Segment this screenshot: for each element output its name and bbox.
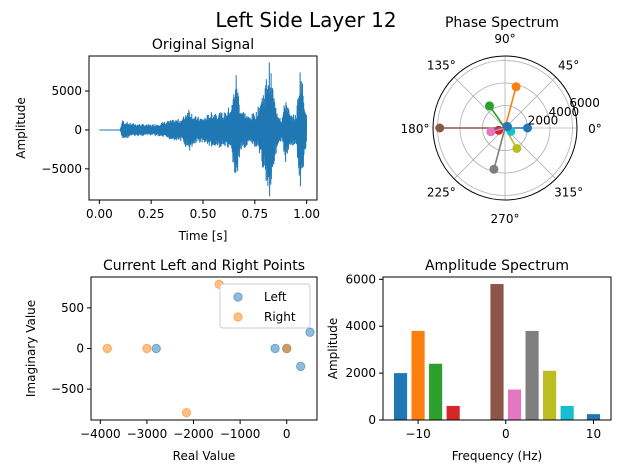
x-axis-label: Time [s]: [178, 229, 228, 243]
y-tick-label: 500: [61, 301, 84, 315]
scatter-point: [142, 343, 152, 354]
legend-label: Right: [264, 310, 296, 324]
y-tick-label: 2000: [345, 366, 376, 380]
original-signal-chart: Original Signal 0.00 0.25 0.50 0.75 1.00 −5000…: [14, 37, 320, 243]
legend-marker: [233, 312, 243, 322]
phase-point: [502, 122, 512, 132]
polar-frame: [432, 55, 578, 201]
angle-tick-label: 45°: [558, 58, 579, 72]
chart-title: Phase Spectrum: [445, 15, 559, 31]
y-tick-label: 4000: [345, 319, 376, 333]
phase-spectrum-chart: Phase Spectrum 0° 45° 90° 135° 180° 225° 270° 31…: [401, 15, 602, 226]
y-tick-label: −500: [51, 382, 84, 396]
left-right-points-chart: Current Left and Right Points−4000 −3000−…: [24, 258, 318, 463]
y-tick-label: 5000: [51, 84, 82, 98]
radial-tick-label: 4000: [549, 105, 580, 119]
angle-tick-label: 0°: [588, 122, 602, 136]
bar: [560, 405, 574, 420]
y-tick-label: −5000: [41, 162, 82, 176]
angular-gridline: [504, 127, 557, 180]
phase-point: [435, 123, 445, 133]
phase-point: [511, 82, 521, 92]
signal-line: [99, 62, 308, 197]
chart-title: Amplitude Spectrum: [425, 258, 569, 274]
y-axis-label: Amplitude: [326, 318, 340, 380]
scatter-point: [282, 343, 292, 354]
phase-point: [485, 101, 495, 111]
x-tick-label: −2000: [173, 427, 214, 441]
figure-title: Left Side Layer 12: [215, 8, 396, 32]
bar: [393, 373, 408, 420]
x-tick-label: 1.00: [293, 207, 320, 221]
legend-label: Left: [264, 290, 287, 304]
x-axis-label: Real Value: [173, 449, 236, 463]
amplitude-spectrum-chart: Amplitude Spectrum −10 0 10 0 2000 4000 6000 Fre…: [326, 258, 612, 463]
bar: [525, 330, 539, 420]
y-tick-label: 0: [368, 413, 376, 427]
bar: [507, 389, 522, 420]
phase-point: [512, 143, 522, 153]
bar: [586, 414, 601, 420]
angle-tick-label: 180°: [401, 122, 430, 136]
angle-tick-label: 90°: [494, 32, 515, 46]
x-tick-label: −3000: [127, 427, 168, 441]
scatter-point: [295, 361, 306, 372]
phase-stem: [504, 86, 517, 129]
x-tick-label: 0.50: [190, 207, 217, 221]
phase-stem: [493, 127, 506, 170]
y-axis-label: Amplitude: [14, 97, 28, 159]
x-tick-label: 0.25: [138, 207, 165, 221]
bar: [543, 370, 557, 420]
radial-tick-label: 6000: [569, 96, 600, 110]
angular-gridline: [504, 76, 557, 129]
x-tick-label: 0: [502, 427, 510, 441]
scatter-point: [270, 343, 280, 354]
x-tick-label: −4000: [80, 427, 121, 441]
phase-point: [486, 127, 496, 137]
angular-gridline: [453, 76, 506, 129]
scatter-point: [181, 407, 192, 418]
bar: [429, 363, 443, 420]
bar: [490, 284, 504, 420]
x-tick-label: 0: [283, 427, 291, 441]
y-tick-label: 0: [76, 342, 84, 356]
bar: [411, 330, 425, 420]
x-tick-label: 10: [586, 427, 601, 441]
chart-title: Current Left and Right Points: [103, 258, 305, 274]
y-tick-label: 6000: [345, 272, 376, 286]
x-tick-label: −1000: [220, 427, 261, 441]
scatter-point: [102, 343, 113, 354]
angle-tick-label: 270°: [491, 212, 520, 226]
angle-tick-label: 315°: [554, 186, 583, 200]
scatter-point: [305, 327, 315, 337]
angular-gridline: [453, 127, 506, 180]
chart-title: Original Signal: [152, 37, 254, 53]
x-tick-label: 0.00: [86, 207, 113, 221]
y-axis-label: Imaginary Value: [24, 300, 38, 397]
x-tick-label: −10: [405, 427, 430, 441]
x-axis-label: Frequency (Hz): [452, 449, 543, 463]
legend-marker: [233, 292, 243, 302]
radial-tick-label: 2000: [528, 113, 559, 127]
phase-point: [523, 123, 532, 133]
plot-frame: [382, 276, 612, 421]
angle-tick-label: 135°: [427, 58, 456, 72]
scatter-point: [151, 343, 161, 354]
x-tick-label: 0.75: [241, 207, 268, 221]
bar: [446, 405, 460, 420]
y-tick-label: 0: [74, 123, 82, 137]
phase-point: [489, 164, 499, 174]
angle-tick-label: 225°: [427, 186, 456, 200]
